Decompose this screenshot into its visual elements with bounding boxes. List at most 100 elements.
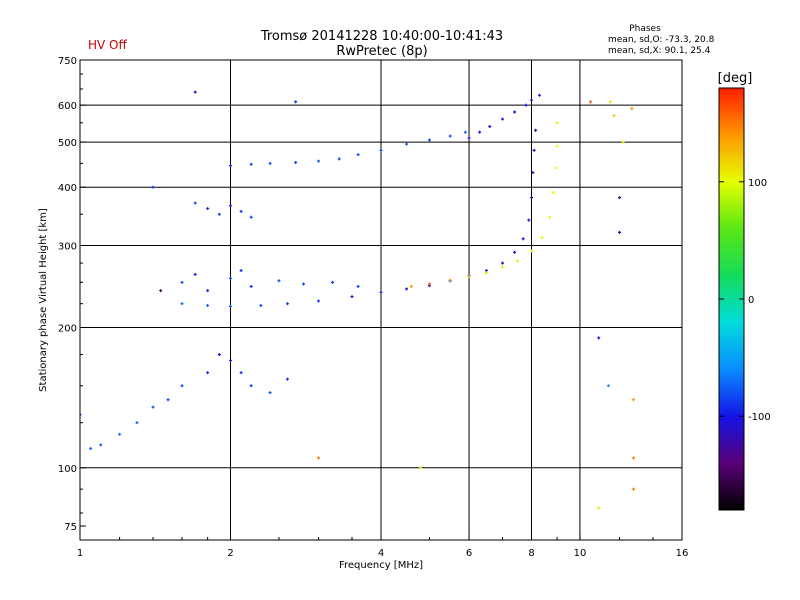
data-point <box>427 282 431 286</box>
data-point <box>206 371 210 375</box>
data-point <box>331 280 335 284</box>
data-point <box>249 384 253 388</box>
data-point <box>448 134 452 138</box>
data-point <box>530 98 533 102</box>
data-point <box>597 336 601 340</box>
data-point <box>554 166 558 170</box>
grid-lines <box>80 60 682 540</box>
x-tick-label: 1 <box>77 548 83 559</box>
y-axis-ticks: 75 100 200 300 400 500 600 750 <box>58 56 86 533</box>
data-point <box>532 148 536 152</box>
data-point <box>467 275 471 279</box>
colorbar-tick-label: 0 <box>748 295 754 306</box>
data-point <box>379 290 383 294</box>
y-tick-label: 200 <box>58 324 77 335</box>
data-point <box>151 185 155 189</box>
data-point <box>427 138 431 142</box>
data-point <box>217 212 221 216</box>
data-point <box>356 153 360 157</box>
phases-title: Phases <box>629 24 661 34</box>
data-point <box>537 93 541 97</box>
data-point <box>527 218 531 222</box>
data-point <box>597 506 601 510</box>
data-point <box>166 398 170 402</box>
data-point <box>229 204 232 208</box>
data-point <box>530 196 533 200</box>
data-point <box>206 207 210 211</box>
data-point <box>229 304 232 308</box>
colorbar-tick-label: 100 <box>748 178 767 189</box>
data-point <box>277 279 281 283</box>
data-point <box>285 302 289 306</box>
data-point <box>488 124 492 128</box>
data-point <box>151 405 155 409</box>
data-point <box>317 299 321 303</box>
y-tick-label: 500 <box>58 138 77 149</box>
data-point <box>608 100 612 104</box>
data-point <box>551 190 555 194</box>
data-point <box>463 130 467 134</box>
data-point <box>317 456 321 460</box>
y-tick-label: 300 <box>58 241 77 252</box>
data-point <box>405 142 409 146</box>
y-tick-label: 750 <box>58 56 77 67</box>
data-point <box>159 289 163 293</box>
data-point <box>448 278 452 282</box>
data-point <box>540 236 544 240</box>
x-axis-label: Frequency [MHz] <box>339 560 423 571</box>
data-point <box>285 377 289 381</box>
data-point <box>632 487 636 491</box>
data-point <box>294 160 298 164</box>
data-point <box>99 443 103 447</box>
data-point <box>531 171 535 175</box>
data-point <box>89 447 93 451</box>
data-point <box>409 284 413 288</box>
data-point <box>249 284 253 288</box>
data-point <box>467 136 471 140</box>
data-point <box>193 201 197 205</box>
data-point <box>618 230 622 234</box>
data-point <box>618 196 622 200</box>
data-point <box>229 164 232 168</box>
data-point <box>317 159 321 163</box>
data-point <box>206 303 210 307</box>
data-point <box>632 398 636 402</box>
data-point <box>249 215 253 219</box>
data-point <box>80 413 82 417</box>
data-point <box>530 249 533 253</box>
data-point <box>239 209 243 213</box>
data-point <box>419 466 423 470</box>
data-point <box>515 259 519 263</box>
y-tick-label: 75 <box>64 522 77 533</box>
chart-subtitle: RwPretec (8p) <box>336 44 427 59</box>
x-tick-label: 6 <box>466 548 472 559</box>
data-point <box>337 157 341 161</box>
data-point <box>239 269 243 273</box>
data-point <box>555 121 559 125</box>
colorbar-tick-label: -100 <box>748 412 771 423</box>
data-point <box>501 117 505 121</box>
data-point <box>501 265 505 269</box>
x-tick-label: 16 <box>676 548 689 559</box>
data-point <box>356 284 360 288</box>
hv-status: HV Off <box>88 38 127 52</box>
y-tick-label: 600 <box>58 101 77 112</box>
data-point <box>135 421 139 425</box>
chart-title: Tromsø 20141228 10:40:00-10:41:43 <box>260 29 503 44</box>
data-point <box>548 215 552 219</box>
data-point <box>524 103 528 107</box>
phases-x-stats: mean, sd,X: 90.1, 25.4 <box>608 46 711 56</box>
data-point <box>294 100 298 104</box>
data-point <box>521 237 525 241</box>
colorbar-label: [deg] <box>718 71 753 86</box>
data-point <box>501 261 505 265</box>
data-point <box>555 144 559 148</box>
data-point <box>193 272 197 276</box>
data-point <box>405 287 409 291</box>
data-point <box>217 353 221 357</box>
data-point <box>229 276 232 280</box>
data-point <box>206 289 210 293</box>
data-point <box>268 161 272 165</box>
data-point <box>259 303 263 307</box>
